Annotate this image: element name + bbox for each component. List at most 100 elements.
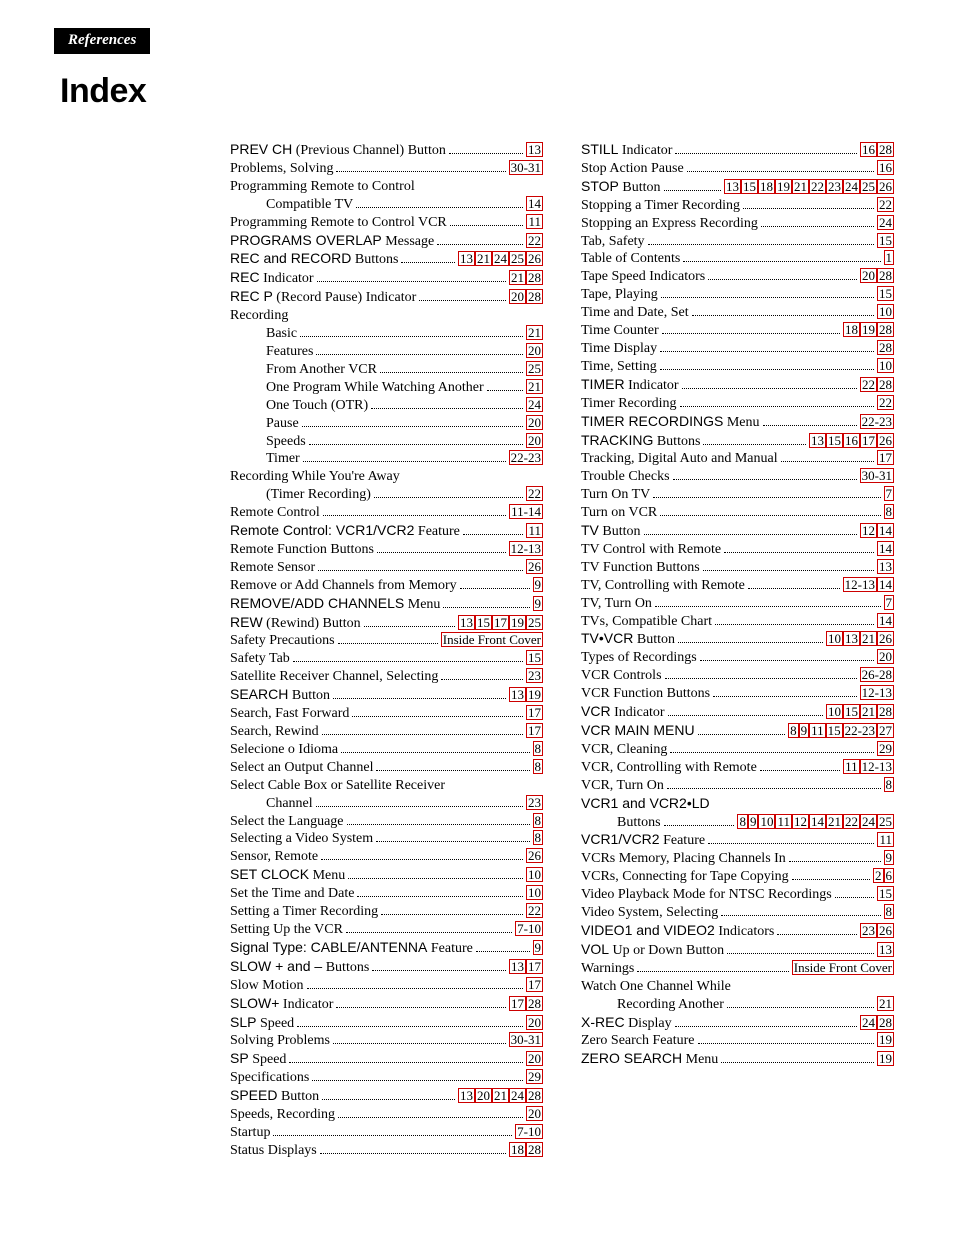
page-link[interactable]: 19 — [860, 322, 877, 337]
page-link[interactable]: 24 — [843, 179, 860, 194]
page-link[interactable]: 21 — [826, 814, 843, 829]
page-link[interactable]: 12-13 — [843, 577, 877, 592]
page-link[interactable]: 28 — [877, 377, 894, 392]
page-link[interactable]: 30-31 — [509, 1032, 543, 1047]
page-link[interactable]: 11 — [526, 214, 543, 229]
page-link[interactable]: 17 — [526, 959, 543, 974]
page-link[interactable]: 18 — [843, 322, 860, 337]
page-link[interactable]: 13 — [458, 615, 475, 630]
page-link[interactable]: 24 — [860, 1015, 877, 1030]
page-link[interactable]: 26 — [877, 923, 894, 938]
page-link[interactable]: 11 — [877, 832, 894, 847]
page-link[interactable]: 7 — [884, 595, 895, 610]
page-link[interactable]: 28 — [877, 268, 894, 283]
page-link[interactable]: 14 — [526, 196, 543, 211]
page-link[interactable]: 17 — [526, 723, 543, 738]
page-link[interactable]: 14 — [877, 541, 894, 556]
page-link[interactable]: 26 — [526, 848, 543, 863]
page-link[interactable]: 17 — [526, 705, 543, 720]
page-link[interactable]: 20 — [877, 649, 894, 664]
page-link[interactable]: 28 — [877, 340, 894, 355]
page-link[interactable]: 13 — [509, 959, 526, 974]
page-link[interactable]: 21 — [526, 379, 543, 394]
page-link[interactable]: 14 — [809, 814, 826, 829]
page-link[interactable]: 28 — [526, 996, 543, 1011]
page-link[interactable]: 13 — [724, 179, 741, 194]
page-link[interactable]: 22-23 — [509, 450, 543, 465]
page-link[interactable]: 9 — [799, 723, 810, 738]
page-link[interactable]: 8 — [884, 904, 895, 919]
page-link[interactable]: 11-14 — [509, 504, 543, 519]
page-link[interactable]: 21 — [475, 251, 492, 266]
page-link[interactable]: 21 — [509, 270, 526, 285]
page-link[interactable]: 9 — [748, 814, 759, 829]
page-link[interactable]: 12 — [860, 523, 877, 538]
page-link[interactable]: 20 — [526, 343, 543, 358]
page-link[interactable]: 18 — [758, 179, 775, 194]
page-link[interactable]: 11 — [809, 723, 826, 738]
page-link[interactable]: 22 — [526, 486, 543, 501]
page-link[interactable]: 11 — [526, 523, 543, 538]
page-link[interactable]: 20 — [509, 289, 526, 304]
page-link[interactable]: 20 — [526, 1051, 543, 1066]
page-link[interactable]: 25 — [526, 615, 543, 630]
page-link[interactable]: 22 — [526, 233, 543, 248]
page-link[interactable]: 13 — [877, 559, 894, 574]
page-link[interactable]: 26 — [877, 179, 894, 194]
page-link[interactable]: 15 — [826, 723, 843, 738]
page-link[interactable]: 12 — [792, 814, 809, 829]
page-link[interactable]: 16 — [843, 433, 860, 448]
page-link[interactable]: 8 — [737, 814, 748, 829]
page-link[interactable]: 22 — [860, 377, 877, 392]
page-link[interactable]: 9 — [533, 577, 544, 592]
page-link[interactable]: 24 — [526, 397, 543, 412]
page-link[interactable]: 16 — [877, 160, 894, 175]
page-link[interactable]: 28 — [877, 704, 894, 719]
page-link[interactable]: 22-23 — [860, 414, 894, 429]
page-link[interactable]: 19 — [509, 615, 526, 630]
page-link[interactable]: 17 — [526, 977, 543, 992]
page-link[interactable]: 30-31 — [860, 468, 894, 483]
page-link[interactable]: 11 — [775, 814, 792, 829]
page-link[interactable]: 25 — [526, 361, 543, 376]
page-link[interactable]: 21 — [792, 179, 809, 194]
page-link[interactable]: 29 — [877, 741, 894, 756]
page-link[interactable]: 13 — [458, 1088, 475, 1103]
page-link[interactable]: 20 — [860, 268, 877, 283]
page-link[interactable]: 13 — [526, 142, 543, 157]
page-link[interactable]: 24 — [877, 215, 894, 230]
page-link[interactable]: 20 — [526, 1015, 543, 1030]
page-link[interactable]: 20 — [526, 1106, 543, 1121]
page-link[interactable]: 10 — [526, 867, 543, 882]
page-link[interactable]: 10 — [526, 885, 543, 900]
page-link[interactable]: 23 — [826, 179, 843, 194]
page-link[interactable]: 20 — [475, 1088, 492, 1103]
page-link[interactable]: 15 — [475, 615, 492, 630]
page-link[interactable]: 10 — [826, 631, 843, 646]
page-link[interactable]: 10 — [877, 304, 894, 319]
page-link[interactable]: 8 — [884, 777, 895, 792]
page-link[interactable]: 15 — [526, 650, 543, 665]
page-link[interactable]: 21 — [526, 325, 543, 340]
page-link[interactable]: 27 — [877, 723, 894, 738]
page-link[interactable]: 22 — [526, 903, 543, 918]
page-link[interactable]: 28 — [526, 270, 543, 285]
page-link[interactable]: 8 — [533, 830, 544, 845]
page-link[interactable]: 22-23 — [843, 723, 877, 738]
page-link[interactable]: 8 — [788, 723, 799, 738]
page-link[interactable]: 13 — [877, 942, 894, 957]
page-link[interactable]: 24 — [860, 814, 877, 829]
page-link[interactable]: 23 — [526, 795, 543, 810]
page-link[interactable]: 7 — [884, 486, 895, 501]
page-link[interactable]: 28 — [877, 322, 894, 337]
page-link[interactable]: 26 — [526, 251, 543, 266]
page-link[interactable]: 28 — [877, 1015, 894, 1030]
page-link[interactable]: 15 — [843, 704, 860, 719]
page-link[interactable]: 17 — [509, 996, 526, 1011]
page-link[interactable]: 12-13 — [860, 759, 894, 774]
page-link[interactable]: 22 — [843, 814, 860, 829]
page-link[interactable]: 7-10 — [515, 1124, 543, 1139]
page-link[interactable]: 15 — [826, 433, 843, 448]
page-link[interactable]: 17 — [877, 450, 894, 465]
page-link[interactable]: 12-13 — [509, 541, 543, 556]
